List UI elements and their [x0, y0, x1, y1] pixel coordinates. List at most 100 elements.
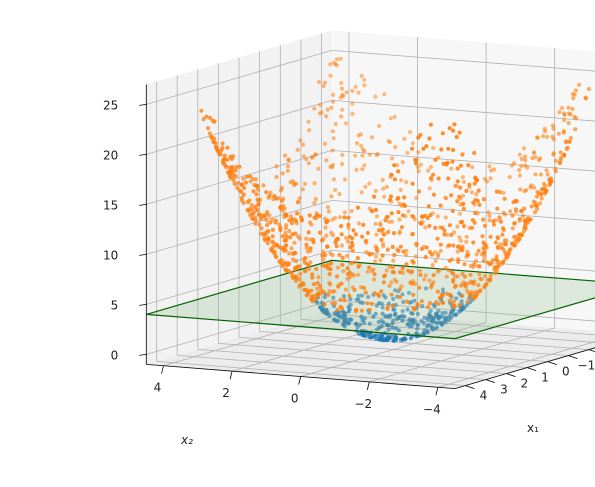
point-inside — [440, 311, 445, 316]
point-outside — [458, 211, 463, 216]
point-inside — [358, 300, 363, 305]
point-outside — [465, 252, 470, 257]
point-outside — [309, 288, 314, 293]
point-outside — [333, 215, 338, 221]
point-outside — [342, 177, 348, 182]
point-outside — [449, 257, 455, 262]
point-outside — [271, 244, 276, 249]
point-outside — [510, 226, 515, 231]
point-inside — [361, 332, 366, 337]
point-outside — [274, 255, 279, 260]
point-outside — [534, 206, 540, 212]
point-outside — [241, 176, 246, 181]
z-tick-label: 10 — [103, 248, 118, 262]
point-outside — [454, 134, 459, 140]
point-outside — [314, 211, 319, 216]
point-outside — [404, 299, 410, 304]
point-inside — [381, 338, 386, 343]
point-outside — [543, 129, 548, 134]
point-outside — [317, 213, 322, 219]
point-outside — [471, 264, 476, 270]
z-tick — [139, 154, 147, 156]
point-inside — [460, 305, 465, 310]
point-outside — [265, 241, 270, 246]
point-outside — [423, 273, 428, 278]
point-inside — [367, 321, 372, 326]
point-outside — [356, 272, 361, 277]
point-outside — [248, 179, 253, 184]
point-outside — [468, 272, 473, 277]
x2-tick — [366, 381, 370, 390]
point-outside — [321, 83, 326, 89]
point-outside — [243, 180, 248, 185]
z-tick — [139, 304, 147, 306]
point-outside — [404, 180, 409, 185]
point-outside — [385, 304, 390, 309]
point-inside — [366, 294, 371, 300]
point-outside — [464, 239, 469, 244]
point-outside — [389, 280, 394, 285]
point-outside — [373, 207, 379, 212]
z-tick-label: 5 — [111, 298, 119, 312]
point-outside — [524, 219, 529, 224]
point-inside — [393, 288, 398, 293]
point-outside — [431, 273, 436, 278]
point-inside — [379, 318, 384, 323]
point-outside — [343, 121, 348, 126]
point-outside — [413, 254, 418, 259]
point-outside — [241, 200, 246, 206]
point-outside — [455, 249, 460, 254]
point-outside — [262, 231, 267, 236]
point-outside — [350, 236, 355, 241]
point-outside — [387, 264, 392, 270]
point-outside — [350, 248, 355, 253]
gridline-x1 — [259, 331, 569, 356]
point-outside — [371, 267, 376, 272]
point-outside — [359, 143, 364, 148]
point-outside — [293, 251, 298, 256]
point-outside — [577, 82, 582, 87]
point-outside — [476, 188, 481, 193]
point-outside — [436, 155, 441, 160]
point-inside — [348, 317, 353, 322]
point-outside — [447, 298, 452, 303]
point-outside — [334, 57, 339, 62]
point-outside — [339, 86, 345, 91]
point-outside — [512, 221, 518, 226]
point-outside — [400, 266, 405, 271]
point-outside — [458, 185, 463, 190]
point-outside — [377, 123, 382, 129]
point-outside — [533, 172, 538, 177]
point-outside — [395, 163, 400, 168]
point-outside — [261, 183, 266, 188]
point-outside — [305, 249, 310, 254]
point-outside — [553, 158, 559, 163]
point-outside — [310, 272, 315, 277]
point-outside — [562, 112, 567, 118]
point-outside — [359, 308, 364, 313]
point-outside — [501, 227, 506, 232]
point-outside — [586, 86, 592, 92]
point-outside — [551, 151, 556, 156]
point-outside — [440, 300, 445, 305]
x1-tick — [547, 361, 557, 365]
x1-axis-label: x₁ — [527, 421, 539, 435]
point-inside — [436, 308, 441, 313]
point-outside — [312, 181, 317, 186]
point-outside — [344, 90, 349, 95]
point-outside — [359, 190, 364, 195]
point-outside — [298, 271, 303, 277]
point-outside — [318, 283, 323, 289]
point-outside — [559, 106, 565, 111]
point-outside — [460, 293, 465, 298]
point-inside — [440, 314, 445, 319]
point-outside — [444, 162, 449, 167]
point-outside — [427, 223, 432, 229]
point-outside — [335, 307, 340, 312]
point-outside — [457, 130, 462, 135]
point-outside — [451, 271, 456, 276]
point-outside — [517, 232, 522, 237]
point-outside — [423, 225, 428, 230]
point-outside — [513, 207, 519, 212]
point-outside — [402, 195, 407, 200]
